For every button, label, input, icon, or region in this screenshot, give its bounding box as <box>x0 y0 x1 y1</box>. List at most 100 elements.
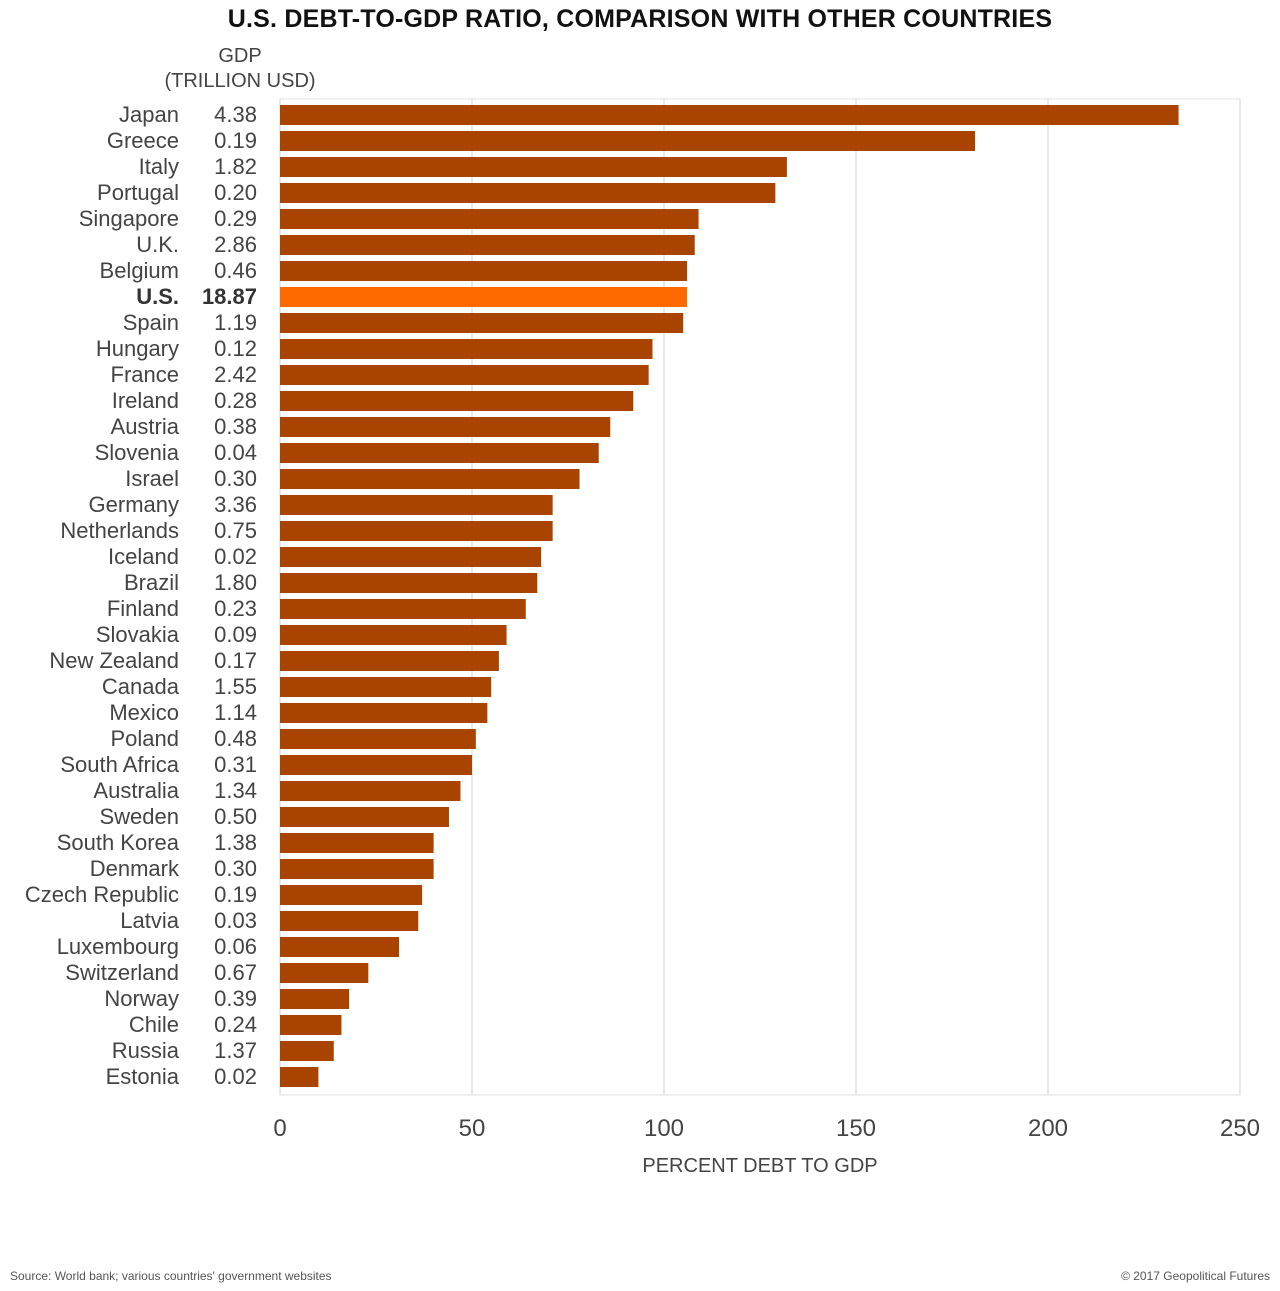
gdp-value: 0.75 <box>214 518 257 543</box>
bar-spain <box>280 313 684 333</box>
gdp-value: 0.04 <box>214 440 257 465</box>
country-label: Iceland <box>108 544 179 569</box>
gdp-value: 0.19 <box>214 882 257 907</box>
country-label: Canada <box>101 674 179 699</box>
bar-chile <box>280 1015 342 1035</box>
bar-belgium <box>280 261 688 281</box>
country-label: Israel <box>125 466 179 491</box>
country-label: Chile <box>128 1012 179 1037</box>
country-label: U.K. <box>136 232 179 257</box>
country-label: Norway <box>104 986 179 1011</box>
bar-iceland <box>280 547 542 567</box>
bar-slovenia <box>280 443 599 463</box>
bar-portugal <box>280 183 776 203</box>
bar-sweden <box>280 807 449 827</box>
country-label: Italy <box>138 154 179 179</box>
country-label: Finland <box>106 596 179 621</box>
country-label: Greece <box>106 128 179 153</box>
bar-estonia <box>280 1067 319 1087</box>
country-label: Luxembourg <box>56 934 179 959</box>
country-label: Slovakia <box>95 622 179 647</box>
gdp-value: 0.02 <box>214 1064 257 1089</box>
country-label: Sweden <box>99 804 179 829</box>
gdp-value: 0.24 <box>214 1012 257 1037</box>
gdp-value: 0.50 <box>214 804 257 829</box>
gdp-value: 3.36 <box>214 492 257 517</box>
country-label: Poland <box>110 726 179 751</box>
gdp-value: 0.28 <box>214 388 257 413</box>
country-label: Spain <box>122 310 179 335</box>
bar-u-s- <box>280 287 688 307</box>
bar-singapore <box>280 209 699 229</box>
country-label: Russia <box>111 1038 179 1063</box>
country-label: Slovenia <box>94 440 179 465</box>
bar-mexico <box>280 703 488 723</box>
country-label: France <box>110 362 179 387</box>
country-label: Switzerland <box>65 960 179 985</box>
country-label: Denmark <box>89 856 179 881</box>
bar-south-africa <box>280 755 472 775</box>
gdp-value: 1.19 <box>214 310 257 335</box>
x-tick-label: 200 <box>1028 1115 1068 1142</box>
gdp-value: 1.55 <box>214 674 257 699</box>
bar-hungary <box>280 339 653 359</box>
gdp-value: 1.38 <box>214 830 257 855</box>
bar-austria <box>280 417 611 437</box>
country-label: Netherlands <box>60 518 179 543</box>
bar-switzerland <box>280 963 369 983</box>
gdp-value: 0.12 <box>214 336 257 361</box>
gdp-value: 0.06 <box>214 934 257 959</box>
gdp-value: 0.38 <box>214 414 257 439</box>
bar-ireland <box>280 391 634 411</box>
bar-canada <box>280 677 492 697</box>
bar-slovakia <box>280 625 507 645</box>
bar-australia <box>280 781 461 801</box>
gdp-value: 0.02 <box>214 544 257 569</box>
bar-japan <box>280 105 1179 125</box>
x-tick-label: 0 <box>273 1115 286 1142</box>
gdp-header-line-1: GDP <box>218 45 262 67</box>
gdp-value: 0.09 <box>214 622 257 647</box>
gdp-value: 0.39 <box>214 986 257 1011</box>
bar-greece <box>280 131 976 151</box>
bar-u-k- <box>280 235 695 255</box>
country-label: Japan <box>119 102 179 127</box>
country-label: Brazil <box>123 570 179 595</box>
gdp-value: 0.46 <box>214 258 257 283</box>
bar-czech-republic <box>280 885 423 905</box>
bar-south-korea <box>280 833 434 853</box>
country-label: Estonia <box>105 1064 179 1089</box>
gdp-value: 0.29 <box>214 206 257 231</box>
bar-france <box>280 365 649 385</box>
country-label: Mexico <box>109 700 179 725</box>
x-tick-label: 250 <box>1220 1115 1260 1142</box>
country-label: Czech Republic <box>24 882 179 907</box>
copyright-note: © 2017 Geopolitical Futures <box>1121 1269 1270 1283</box>
gdp-value: 0.17 <box>214 648 257 673</box>
bar-denmark <box>280 859 434 879</box>
bar-italy <box>280 157 787 177</box>
bar-russia <box>280 1041 334 1061</box>
bar-chart: 0 50 100 150 200 250 <box>273 98 1260 1142</box>
bar-israel <box>280 469 580 489</box>
bar-luxembourg <box>280 937 400 957</box>
country-label: U.S. <box>136 284 179 309</box>
gdp-value: 4.38 <box>214 102 257 127</box>
x-tick-label: 50 <box>459 1115 486 1142</box>
gdp-value: 1.82 <box>214 154 257 179</box>
gdp-value: 0.03 <box>214 908 257 933</box>
bar-brazil <box>280 573 538 593</box>
gdp-value: 0.19 <box>214 128 257 153</box>
country-label: South Korea <box>56 830 179 855</box>
gdp-value: 1.14 <box>214 700 257 725</box>
bar-finland <box>280 599 526 619</box>
bar-poland <box>280 729 476 749</box>
gdp-value: 18.87 <box>201 284 257 309</box>
x-tick-label: 100 <box>644 1115 684 1142</box>
country-label: South Africa <box>60 752 179 777</box>
x-axis-label: PERCENT DEBT TO GDP <box>642 1155 878 1177</box>
country-label: Singapore <box>78 206 179 231</box>
gdp-value: 2.86 <box>214 232 257 257</box>
bar-norway <box>280 989 350 1009</box>
x-tick-label: 150 <box>836 1115 876 1142</box>
